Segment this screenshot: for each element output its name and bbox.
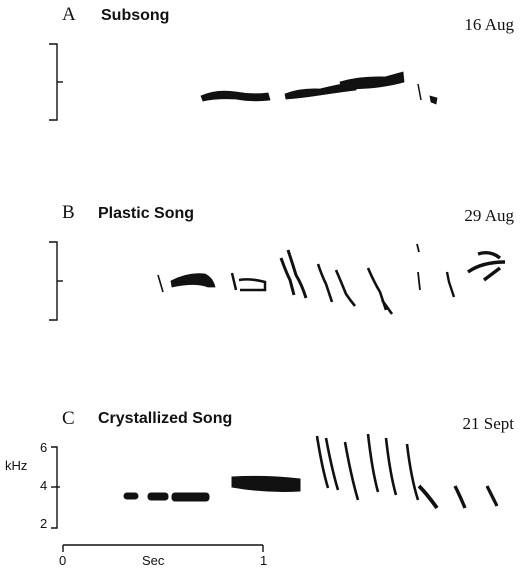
panel-b-date: 29 Aug (464, 206, 514, 225)
panel-c-spectrogram (123, 433, 499, 510)
panel-b-spectrogram (157, 243, 506, 315)
time-tick-0: 0 (59, 553, 67, 568)
time-axis-ticks (62, 545, 264, 552)
panel-b-bracket (49, 241, 58, 321)
freq-tick-4: 4 (40, 478, 48, 493)
freq-unit-label: kHz (5, 458, 28, 473)
panel-a-letter: A (62, 4, 76, 25)
panel-c-title: Crystallized Song (98, 410, 233, 427)
panel-b-letter: B (62, 202, 75, 223)
panel-a-title: Subsong (101, 7, 170, 24)
freq-tick-2: 2 (40, 516, 48, 531)
freq-tick-6: 6 (40, 440, 48, 455)
panel-a-spectrogram (200, 71, 438, 105)
panel-c-letter: C (62, 408, 75, 429)
panel-b-title: Plastic Song (98, 205, 195, 222)
panel-c-date: 21 Sept (462, 414, 514, 433)
panel-a-bracket (49, 43, 58, 121)
panel-a-date: 16 Aug (464, 15, 514, 34)
time-tick-1: 1 (260, 553, 268, 568)
time-unit-label: Sec (142, 553, 165, 568)
